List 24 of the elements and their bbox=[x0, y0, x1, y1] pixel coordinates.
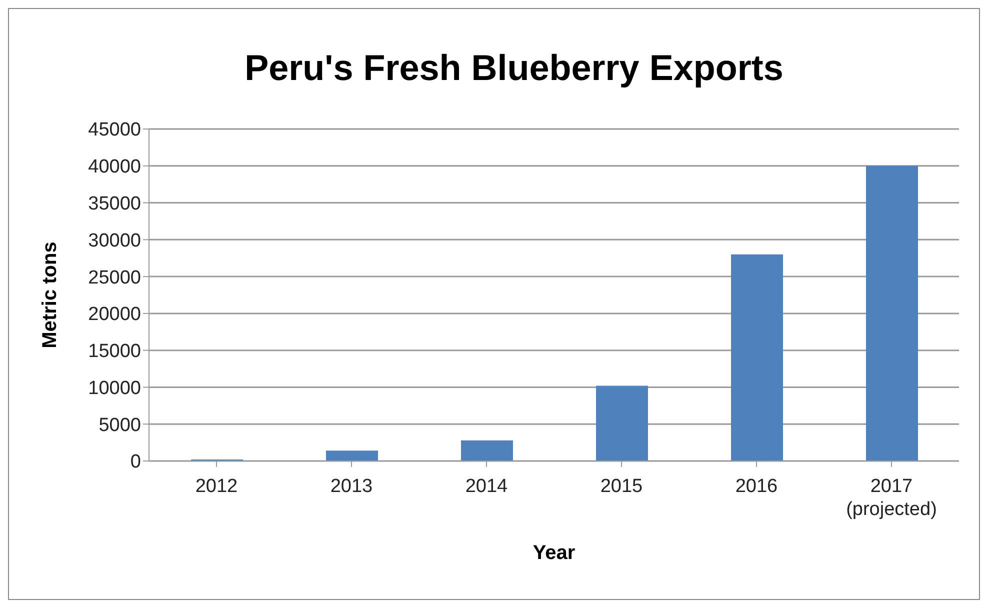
x-axis-title: Year bbox=[532, 542, 576, 564]
y-tick-label: 30000 bbox=[88, 230, 141, 252]
y-tick-label: 10000 bbox=[88, 378, 141, 399]
bar bbox=[461, 440, 513, 461]
y-tick-label: 40000 bbox=[88, 156, 141, 178]
y-tick-label: 45000 bbox=[88, 120, 141, 141]
x-tick-label: 2016 bbox=[735, 476, 778, 498]
y-tick-label: 5000 bbox=[98, 414, 141, 436]
bar bbox=[866, 166, 918, 461]
y-tick-label: 15000 bbox=[88, 341, 141, 362]
x-tick-label: 2017 (projected) bbox=[846, 476, 937, 520]
chart-title: Peru's Fresh Blueberry Exports bbox=[244, 46, 784, 90]
x-tick-label: 2014 bbox=[465, 476, 508, 498]
y-tick-label: 0 bbox=[130, 452, 141, 473]
y-tick-label: 35000 bbox=[88, 194, 141, 215]
y-axis-title: Metric tons bbox=[39, 242, 62, 348]
bar bbox=[326, 450, 378, 461]
y-tick-label: 25000 bbox=[88, 267, 141, 288]
x-tick-label: 2012 bbox=[195, 476, 238, 498]
bar bbox=[731, 254, 783, 461]
y-tick-label: 20000 bbox=[88, 304, 141, 326]
bar bbox=[596, 386, 648, 461]
x-tick-label: 2013 bbox=[330, 476, 373, 498]
x-tick-label: 2015 bbox=[600, 476, 643, 498]
